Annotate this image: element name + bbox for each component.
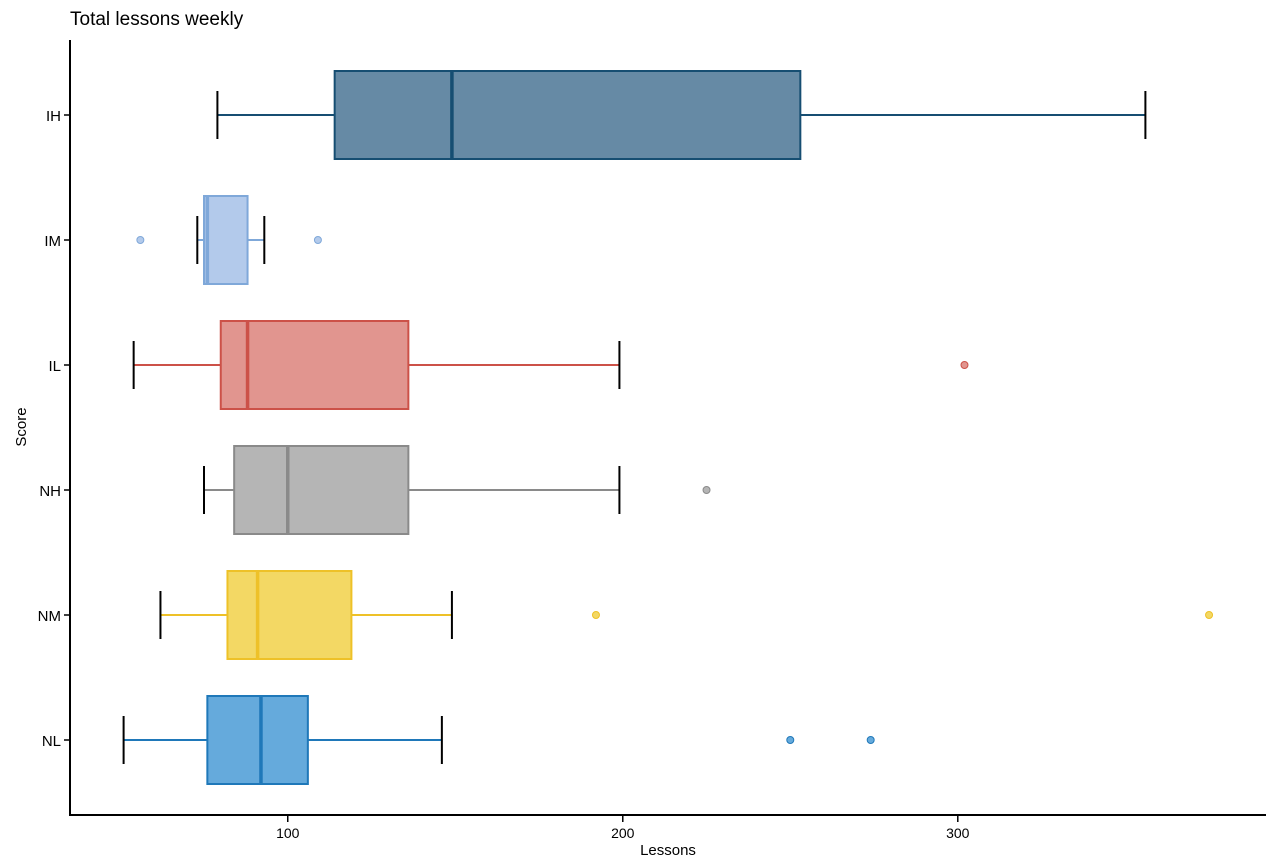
outlier-point (313, 236, 322, 244)
y-tick-label: IL (48, 358, 61, 375)
box-group-nh (203, 445, 711, 535)
box (206, 695, 309, 785)
outlier-point (786, 736, 795, 744)
x-axis-label: Lessons (640, 842, 696, 856)
box-group-nl (122, 695, 875, 785)
x-ticks: 100 200 300 (276, 816, 970, 841)
y-axis-label: Score (13, 407, 30, 446)
chart-title: Total lessons weekly (70, 9, 244, 30)
boxes (122, 70, 1214, 785)
outlier-point (136, 236, 145, 244)
outlier-point (960, 361, 969, 369)
box-group-nm (159, 570, 1214, 660)
outlier-point (591, 611, 600, 619)
y-ticks: IH IM IL NH NM NL (38, 108, 70, 750)
box (226, 570, 353, 660)
outlier-point (702, 486, 711, 494)
y-tick-label: NM (38, 608, 61, 625)
y-tick-label: NH (39, 483, 61, 500)
x-tick-label: 100 (276, 825, 300, 841)
box (219, 320, 410, 410)
box-group-im (136, 195, 322, 285)
box-group-ih (216, 70, 1147, 160)
y-tick-label: IM (44, 233, 61, 250)
box (233, 445, 410, 535)
box (203, 195, 249, 285)
box (333, 70, 802, 160)
outlier-point (866, 736, 875, 744)
axes (69, 40, 1266, 816)
x-tick-label: 300 (946, 825, 970, 841)
y-tick-label: IH (46, 108, 61, 125)
box-group-il (132, 320, 969, 410)
y-tick-label: NL (42, 733, 61, 750)
outlier-point (1205, 611, 1214, 619)
x-tick-label: 200 (611, 825, 635, 841)
